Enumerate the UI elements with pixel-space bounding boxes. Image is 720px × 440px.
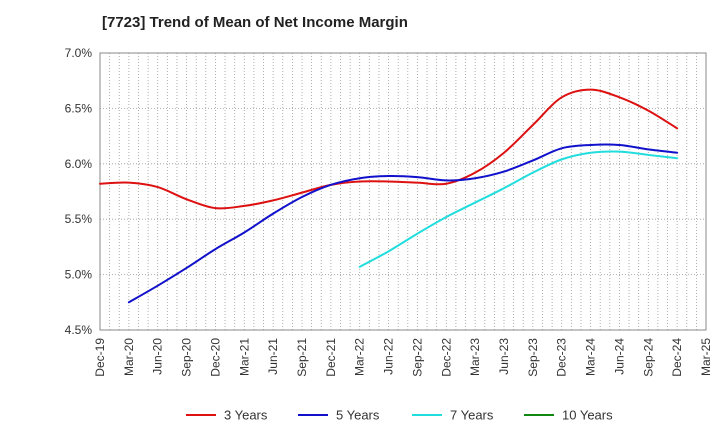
grid [100, 52, 706, 331]
y-tick-label: 4.5% [65, 323, 93, 337]
x-tick-label: Jun-23 [497, 338, 511, 375]
legend-label-10-years: 10 Years [562, 408, 613, 423]
x-tick-label: Sep-24 [641, 338, 655, 377]
x-tick-label: Mar-24 [584, 338, 598, 376]
x-tick-label: Jun-20 [151, 338, 165, 375]
y-tick-label: 5.5% [65, 212, 93, 226]
x-tick-label: Dec-24 [670, 338, 684, 377]
x-tick-label: Sep-21 [295, 338, 309, 377]
series-lines [99, 88, 679, 304]
x-tick-label: Mar-23 [468, 338, 482, 376]
series-line-7-years [358, 150, 679, 268]
legend: 3 Years 5 Years 7 Years 10 Years [186, 408, 613, 423]
legend-label-5-years: 5 Years [336, 408, 380, 423]
chart-title: [7723] Trend of Mean of Net Income Margi… [102, 14, 408, 31]
x-tick-label: Mar-22 [353, 338, 367, 376]
x-tick-label: Dec-22 [439, 338, 453, 377]
x-tick-label: Jun-24 [612, 338, 626, 375]
plot-frame [99, 52, 707, 331]
series-line-5-years [127, 143, 679, 304]
x-tick-label: Mar-20 [122, 338, 136, 376]
y-tick-label: 6.0% [65, 157, 93, 171]
legend-label-7-years: 7 Years [450, 408, 494, 423]
legend-label-3-years: 3 Years [224, 408, 268, 423]
y-tick-label: 5.0% [65, 268, 93, 282]
x-tick-label: Sep-20 [180, 338, 194, 377]
series-line-3-years [99, 88, 679, 210]
x-tick-label: Mar-21 [237, 338, 251, 376]
y-tick-label: 6.5% [65, 101, 93, 115]
x-tick-label: Dec-19 [93, 338, 107, 377]
x-tick-label: Sep-23 [526, 338, 540, 377]
x-tick-label: Sep-22 [410, 338, 424, 377]
y-tick-label: 7.0% [65, 46, 93, 60]
x-tick-label: Dec-21 [324, 338, 338, 377]
x-tick-label: Dec-23 [555, 338, 569, 377]
x-tick-label: Dec-20 [208, 338, 222, 377]
x-tick-label: Jun-21 [266, 338, 280, 375]
x-tick-label: Mar-25 [699, 338, 713, 376]
x-tick-label: Jun-22 [382, 338, 396, 375]
axes: 4.5% 5.0% 5.5% 6.0% 6.5% 7.0% Dec-19 Mar-20 Jun-… [65, 46, 713, 377]
